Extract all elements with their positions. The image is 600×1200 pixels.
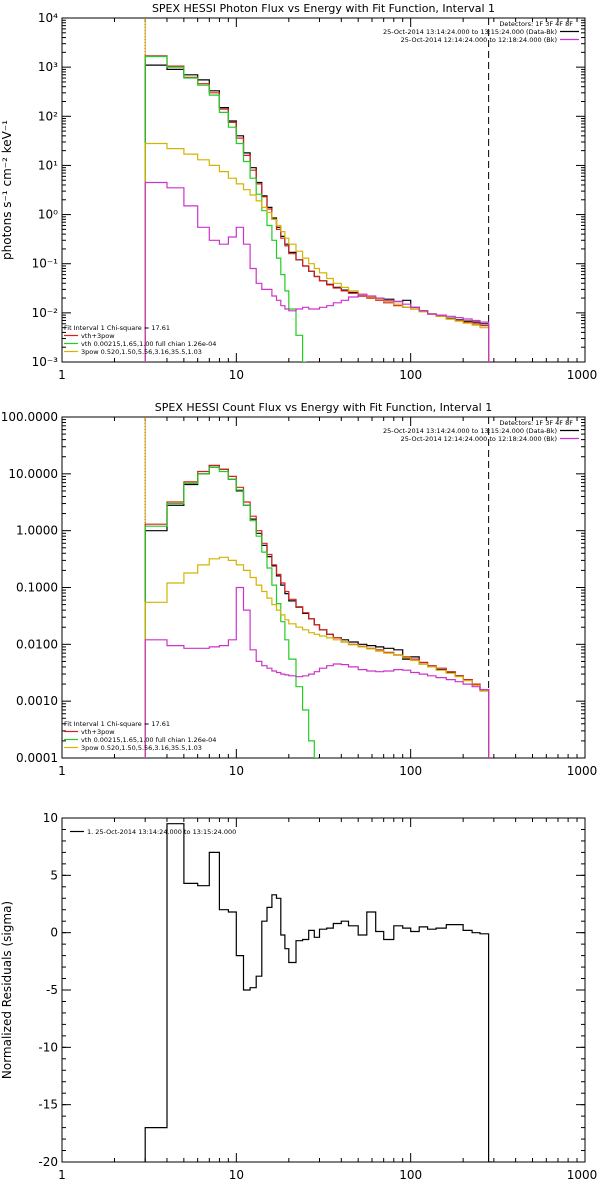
y-axis-label: photons s⁻¹ cm⁻² keV⁻¹ [0,120,14,260]
series-line [144,466,318,758]
fit-legend-title: Fit Interval 1 Chi-square = 17.61 [64,720,170,728]
detectors-label: Detectors: 1F 3F 4F 8F [499,20,573,28]
y-tick-label: 5 [50,868,58,882]
x-tick-label: 1 [58,764,66,778]
detectors-label: Detectors: 1F 3F 4F 8F [499,419,573,427]
series-line [144,55,307,362]
chart-title: SPEX HESSI Photon Flux vs Energy with Fi… [152,2,495,15]
y-tick-label: -15 [38,1098,58,1112]
x-tick-label: 10 [229,368,244,382]
y-tick-label: 10⁻² [32,306,59,320]
fit-legend-entry: 3pow 0.520,1.50,5.56,3.16,35.5,1.03 [81,744,202,752]
header-legend-entry: 25-Oct-2014 12:14:24.000 to 12:18:24.000… [401,435,557,443]
series-line [144,181,493,362]
y-tick-label: -5 [46,983,58,997]
x-tick-label: 10 [229,1168,244,1182]
y-tick-label: 1.0000 [16,524,58,538]
series-line [144,586,493,758]
y-tick-label: 10⁻¹ [32,257,59,271]
header-legend-entry: 25-Oct-2014 13:14:24.000 to 13:15:24.000… [383,427,557,435]
y-tick-label: -10 [38,1040,58,1054]
x-tick-label: 1000 [567,368,598,382]
series-group [144,823,493,1162]
header-legend-entry: 25-Oct-2014 12:14:24.000 to 12:18:24.000… [401,36,557,44]
y-axis: 0.0001 0.0010 0.0100 0.1000 1.0000 10.0000 100… [1,410,585,765]
count-flux-panel: SPEX HESSI Count Flux vs Energy with Fit… [1,401,598,778]
y-tick-label: 0.1000 [16,581,58,595]
y-tick-label: 0 [50,926,58,940]
y-tick-label: 100.0000 [1,410,58,424]
y-tick-label: 10⁴ [38,11,58,25]
x-tick-label: 1000 [567,1168,598,1182]
chart-title: SPEX HESSI Count Flux vs Energy with Fit… [155,401,492,414]
fit-legend-entry: 3pow 0.520,1.50,5.56,3.16,35.5,1.03 [81,348,202,356]
fit-legend: Fit Interval 1 Chi-square = 17.61vth+3po… [64,324,216,356]
x-axis: 1 10 100 1000 [58,417,597,778]
legend: 1. 25-Oct-2014 13:14:24.000 to 13:15:24.… [70,828,236,836]
x-tick-label: 100 [399,764,422,778]
fit-legend-entry: vth 0.00215,1.65,1.00 full chian 1.26e-0… [81,736,216,744]
plot-frame [61,17,586,363]
x-axis: 1 10 100 1000 [58,18,597,382]
series-group [144,55,493,362]
y-tick-label: 10⁻³ [32,355,59,369]
x-tick-label: 100 [399,1168,422,1182]
series-line [144,464,493,758]
y-tick-label: 0.0001 [16,751,58,765]
y-tick-label: 10¹ [38,158,58,172]
y-axis: 10⁻³ 10⁻² 10⁻¹ 10⁰ 10¹ 10² 10³ 10⁴ [32,11,585,369]
x-tick-label: 10 [229,764,244,778]
x-tick-label: 1000 [567,764,598,778]
series-line [144,823,493,1162]
fit-legend-title: Fit Interval 1 Chi-square = 17.61 [64,324,170,332]
y-tick-label: 10.0000 [8,467,58,481]
residuals-panel: 1 10 100 1000 -20 -15 -10 -5 0 5 10 Normalized Resi… [0,811,597,1182]
plot-frame [61,416,586,759]
y-tick-label: 0.0100 [16,637,58,651]
y-tick-label: 10⁰ [38,208,58,222]
fit-legend-entry: vth+3pow [81,728,115,736]
x-tick-label: 100 [399,368,422,382]
series-line [144,142,493,362]
y-tick-label: 10 [43,811,58,825]
x-tick-label: 1 [58,368,66,382]
y-tick-label: 10³ [38,60,58,74]
x-tick-label: 1 [58,1168,66,1182]
fit-legend: Fit Interval 1 Chi-square = 17.61vth+3po… [64,720,216,752]
legend-entry: 1. 25-Oct-2014 13:14:24.000 to 13:15:24.… [87,828,236,836]
y-axis: -20 -15 -10 -5 0 5 10 [38,811,585,1169]
fit-legend-entry: vth+3pow [81,332,115,340]
plot-frame [61,817,586,1163]
fit-legend-entry: vth 0.00215,1.65,1.00 full chian 1.26e-0… [81,340,216,348]
x-axis: 1 10 100 1000 [58,818,597,1182]
header-legend-entry: 25-Oct-2014 13:14:24.000 to 13:15:24.000… [383,28,557,36]
y-axis-label: Normalized Residuals (sigma) [0,901,14,1079]
series-line [144,464,493,758]
y-tick-label: 0.0010 [16,694,58,708]
series-group [144,464,493,758]
photon-flux-panel: SPEX HESSI Photon Flux vs Energy with Fi… [0,2,597,382]
series-line [144,556,493,758]
y-tick-label: 10² [38,109,58,123]
y-tick-label: -20 [38,1155,58,1169]
